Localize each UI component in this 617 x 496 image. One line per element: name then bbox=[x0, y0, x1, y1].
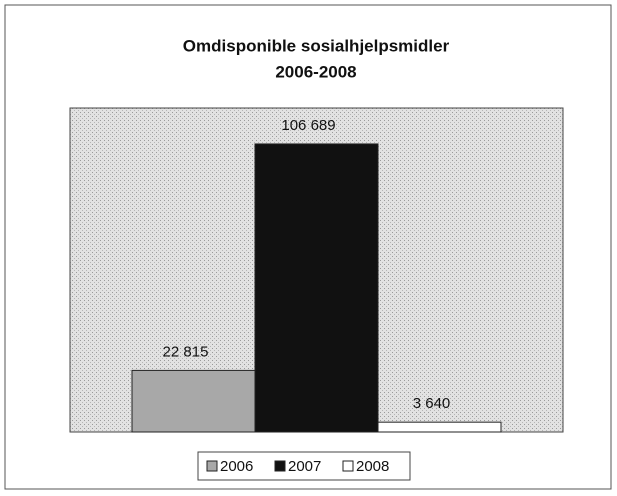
legend-box bbox=[197, 451, 411, 481]
legend-label: 2007 bbox=[288, 458, 321, 475]
legend-swatch bbox=[206, 460, 218, 472]
legend-label: 2008 bbox=[356, 458, 389, 475]
value-label: 3 640 bbox=[413, 395, 451, 412]
legend-label: 2006 bbox=[220, 458, 253, 475]
value-label: 106 689 bbox=[281, 117, 335, 134]
bar bbox=[131, 369, 256, 433]
legend-swatch bbox=[342, 460, 354, 472]
chart-title: Omdisponible sosialhjelpsmidler bbox=[183, 36, 450, 55]
value-label: 22 815 bbox=[163, 343, 209, 360]
chart-subtitle: 2006-2008 bbox=[275, 62, 356, 81]
legend-swatch bbox=[274, 460, 286, 472]
bar bbox=[377, 421, 502, 433]
bar bbox=[254, 143, 379, 433]
